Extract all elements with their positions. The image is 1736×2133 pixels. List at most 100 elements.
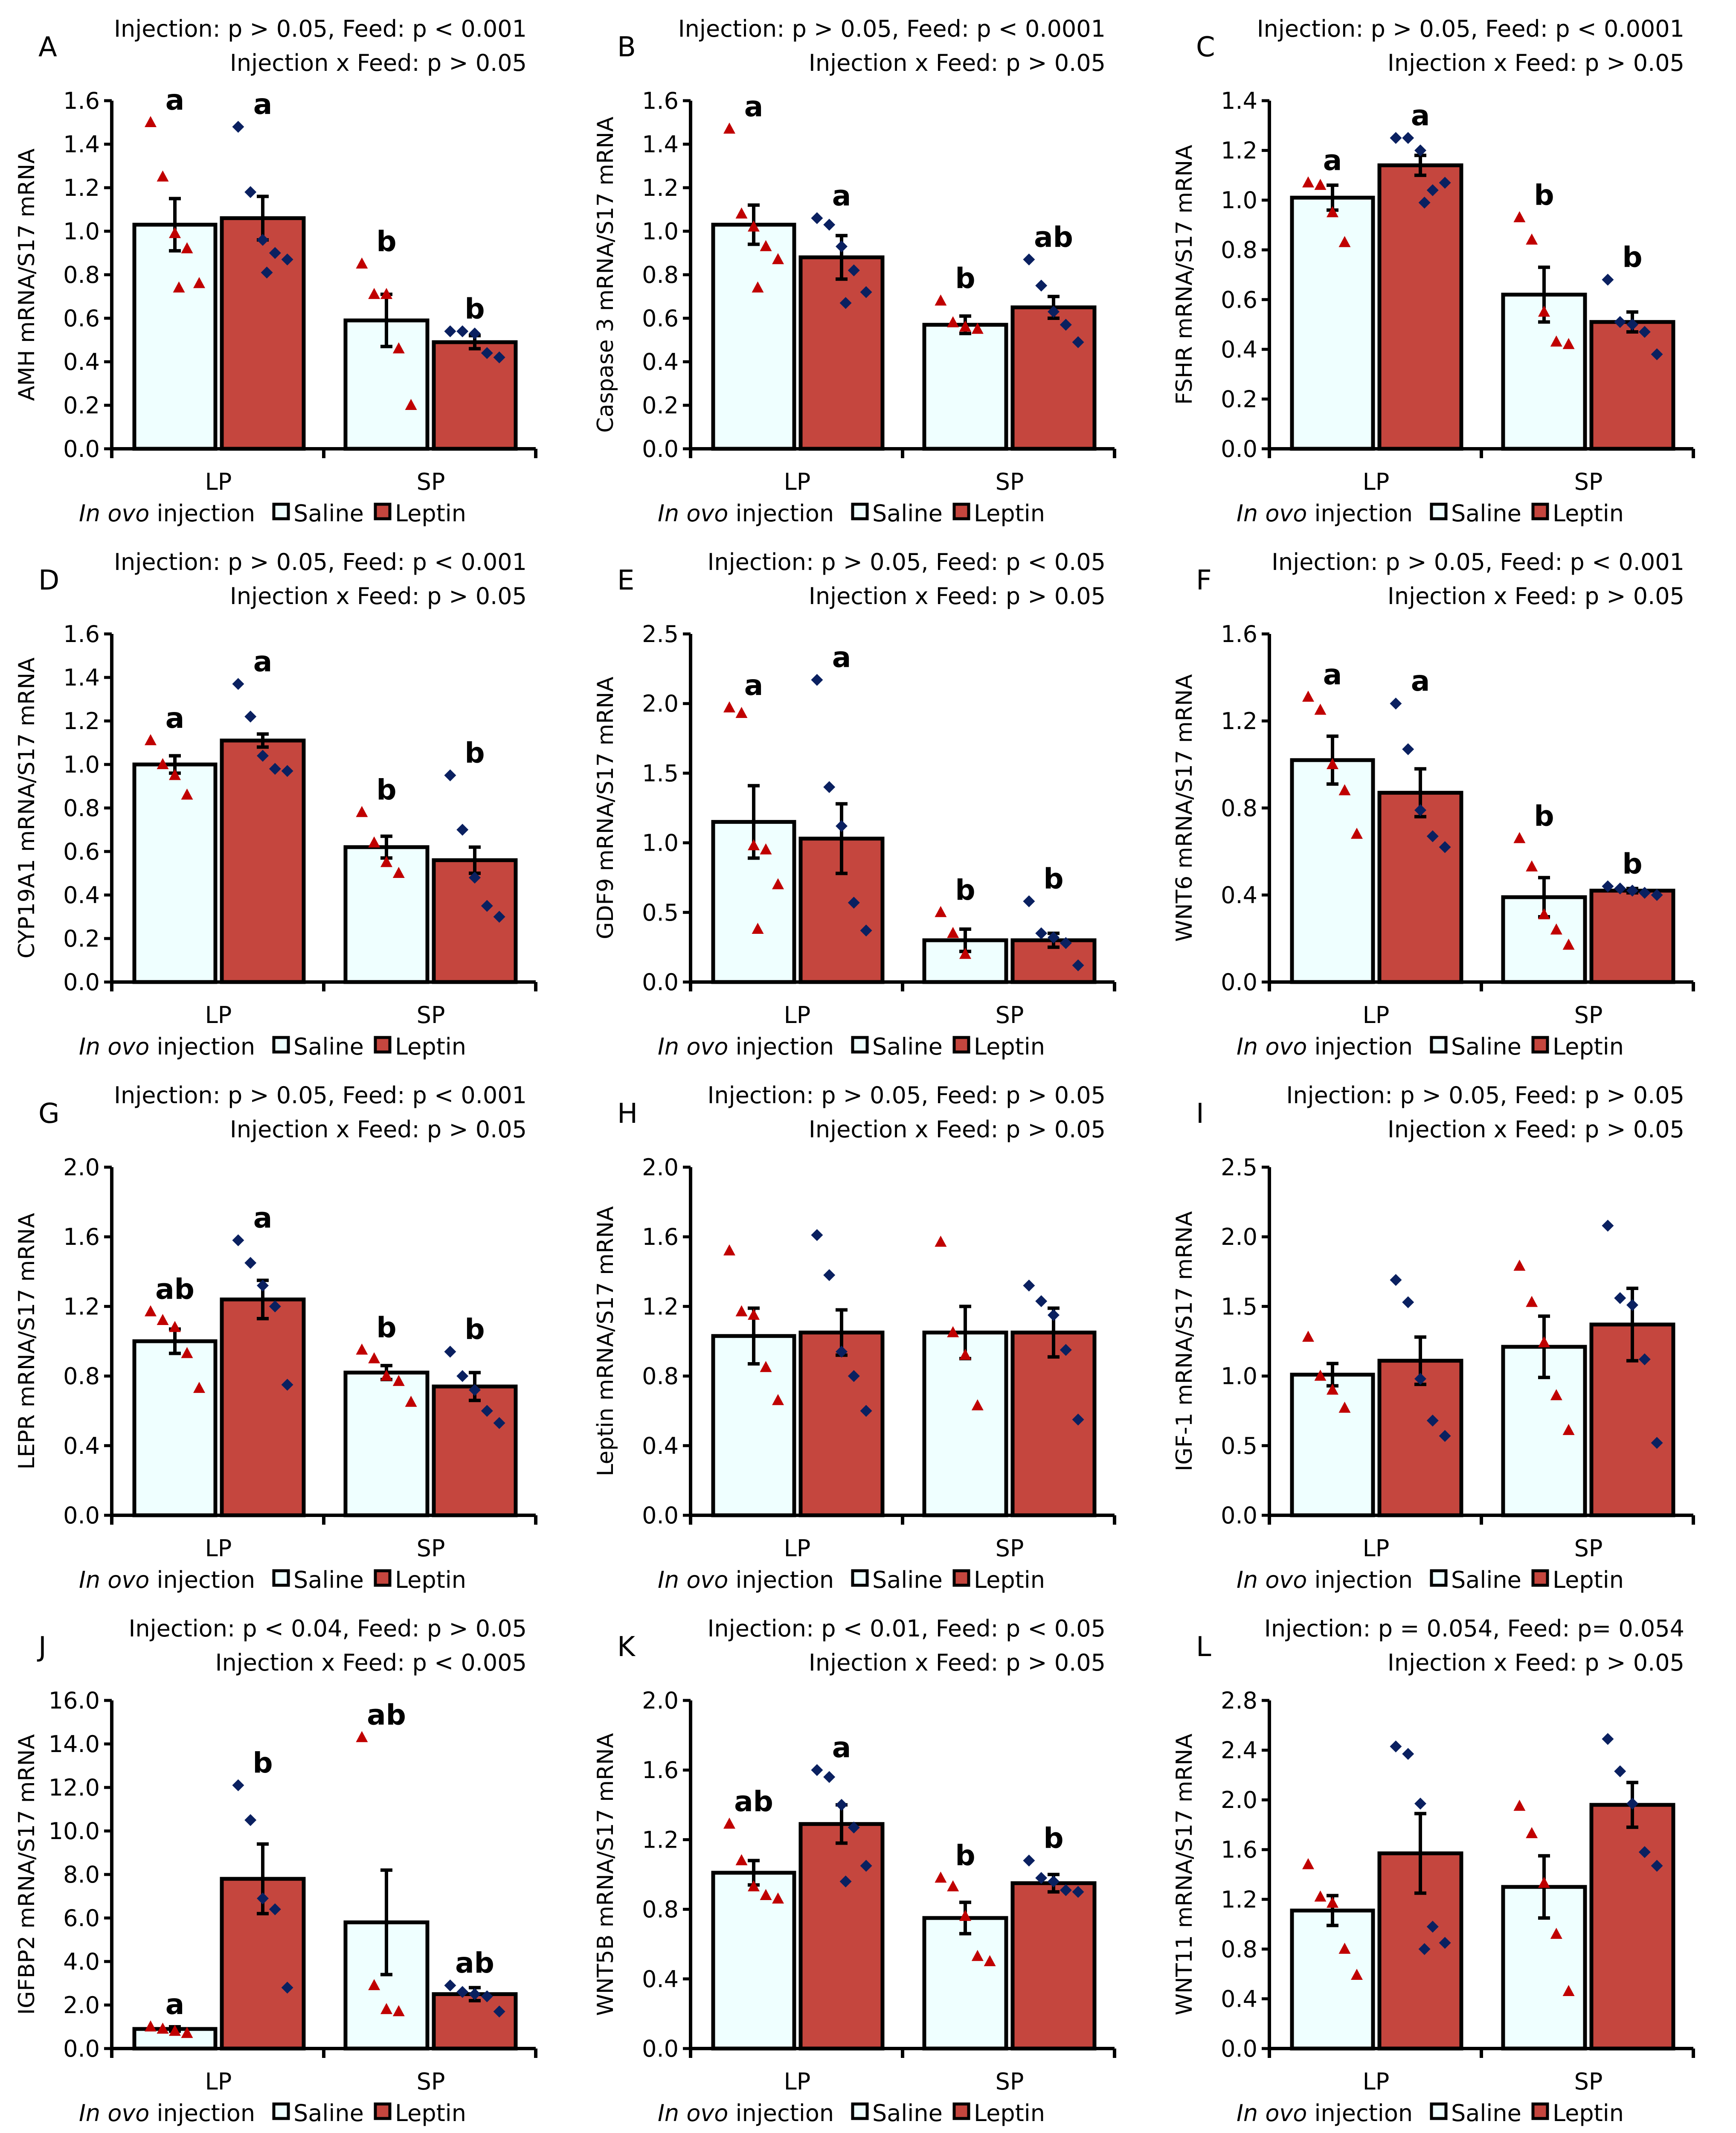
- y-tick-label: 1.2: [63, 708, 100, 735]
- legend-swatch-saline: [851, 1569, 869, 1587]
- bar-sp-saline: [343, 1370, 430, 1517]
- data-point-triangle: [1526, 233, 1538, 245]
- significance-letter: b: [464, 293, 485, 325]
- data-point-diamond: [469, 1384, 481, 1396]
- data-point-diamond: [444, 325, 456, 337]
- data-point-triangle: [735, 1305, 748, 1316]
- legend-title: In ovo injection: [79, 2100, 255, 2127]
- chart-panel-i: I Injection: p > 0.05, Feed: p > 0.05 Inje…: [1158, 1066, 1736, 1600]
- legend-label-saline: Saline: [872, 2100, 943, 2127]
- y-tick-label: 2.8: [1221, 1687, 1257, 1714]
- y-tick-label: 0.4: [63, 882, 100, 909]
- y-axis-label: AMH mRNA/S17 mRNA: [14, 148, 40, 401]
- data-point-triangle: [368, 1979, 380, 1991]
- y-tick-label: 0.2: [1221, 386, 1257, 413]
- data-point-triangle: [169, 769, 181, 780]
- data-point-diamond: [839, 297, 852, 309]
- legend-swatch-saline: [272, 1036, 290, 1054]
- data-point-diamond: [1023, 1279, 1035, 1292]
- data-point-diamond: [1402, 1748, 1414, 1760]
- panel-letter: A: [38, 32, 57, 63]
- y-tick-label: 1.4: [63, 664, 100, 691]
- legend-label-leptin: Leptin: [395, 500, 466, 527]
- chart-panel-k: K Injection: p < 0.01, Feed: p < 0.05 Inje…: [579, 1600, 1158, 2133]
- legend-label-saline: Saline: [1451, 500, 1521, 527]
- legend-title-rest: injection: [728, 1566, 834, 1593]
- data-point-diamond: [836, 1345, 848, 1358]
- data-point-triangle: [723, 1817, 735, 1829]
- legend-title-rest: injection: [1307, 2100, 1413, 2127]
- bar-lp-leptin: [220, 216, 306, 451]
- legend-title-italic: In ovo: [658, 500, 728, 527]
- legend-title: In ovo injection: [658, 1566, 834, 1593]
- legend-label-saline: Saline: [293, 1566, 364, 1593]
- legend-title-rest: injection: [728, 1033, 834, 1060]
- legend-title-italic: In ovo: [79, 1033, 149, 1060]
- data-point-triangle: [1513, 832, 1526, 843]
- y-tick-label: 0.8: [63, 262, 100, 288]
- data-point-diamond: [493, 911, 505, 923]
- data-point-diamond: [493, 2005, 505, 2018]
- panel-letter: D: [38, 565, 59, 596]
- y-tick-label: 0.0: [642, 436, 679, 462]
- data-point-triangle: [1302, 690, 1314, 702]
- bar-sp-leptin: [1010, 1331, 1097, 1517]
- significance-letter: b: [1043, 1822, 1063, 1854]
- y-tick-label: 1.6: [63, 621, 100, 648]
- bar-sp-saline: [922, 1331, 1008, 1517]
- bar-lp-saline: [711, 223, 796, 451]
- legend-title-italic: In ovo: [1237, 1033, 1307, 1060]
- y-tick-label: 0.0: [642, 2035, 679, 2062]
- y-axis-label: FSHR mRNA/S17 mRNA: [1172, 145, 1197, 405]
- stats-annotation: Injection x Feed: p > 0.05: [230, 49, 527, 76]
- y-tick-label: 0.0: [642, 1502, 679, 1529]
- y-tick-label: 0.8: [63, 795, 100, 822]
- x-category-label: LP: [205, 468, 232, 495]
- y-tick-label: 1.6: [642, 1757, 679, 1784]
- data-point-triangle: [356, 1343, 368, 1355]
- legend-label-leptin: Leptin: [1553, 1033, 1624, 1060]
- data-point-triangle: [723, 701, 735, 712]
- stats-annotation: Injection: p < 0.01, Feed: p < 0.05: [707, 1615, 1106, 1642]
- significance-letter: b: [1534, 179, 1554, 212]
- stats-annotation: Injection x Feed: p > 0.05: [230, 1116, 527, 1143]
- data-point-triangle: [1550, 1927, 1562, 1939]
- data-point-diamond: [1418, 1943, 1431, 1955]
- legend-swatch-saline: [851, 1036, 869, 1054]
- data-point-diamond: [493, 1417, 505, 1429]
- data-point-diamond: [1426, 184, 1439, 196]
- legend-label-saline: Saline: [872, 500, 943, 527]
- legend-swatch-saline: [851, 503, 869, 520]
- data-point-diamond: [481, 900, 493, 912]
- y-axis-label: IGF-1 mRNA/S17 mRNA: [1172, 1211, 1197, 1471]
- data-point-triangle: [405, 399, 417, 410]
- y-tick-label: 2.0: [63, 1154, 100, 1181]
- data-point-diamond: [244, 1257, 257, 1269]
- data-point-diamond: [1614, 1765, 1626, 1778]
- x-category-label: LP: [205, 1002, 232, 1029]
- legend-title: In ovo injection: [658, 1033, 834, 1060]
- data-point-triangle: [1550, 1389, 1562, 1401]
- stats-annotation: Injection x Feed: p > 0.05: [809, 583, 1106, 610]
- legend-title-rest: injection: [1307, 1566, 1413, 1593]
- y-axis-label: WNT5B mRNA/S17 mRNA: [593, 1733, 618, 2016]
- data-point-diamond: [493, 351, 505, 363]
- y-tick-label: 1.4: [63, 131, 100, 158]
- legend-title-italic: In ovo: [79, 500, 149, 527]
- significance-letter: a: [744, 669, 763, 702]
- stats-annotation: Injection: p > 0.05, Feed: p < 0.001: [114, 549, 527, 575]
- data-point-triangle: [1302, 1331, 1314, 1342]
- data-point-diamond: [1072, 959, 1084, 971]
- legend-label-saline: Saline: [872, 1566, 943, 1593]
- data-point-diamond: [1626, 1797, 1638, 1810]
- bar-lp-leptin: [798, 1822, 885, 2051]
- y-axis-label: IGFBP2 mRNA/S17 mRNA: [14, 1734, 40, 2015]
- legend-title-rest: injection: [728, 500, 834, 527]
- data-point-triangle: [193, 1382, 205, 1393]
- data-point-diamond: [232, 678, 244, 690]
- x-category-label: SP: [996, 468, 1024, 495]
- significance-letter: a: [1411, 99, 1430, 132]
- data-point-triangle: [1513, 211, 1526, 222]
- legend-label-leptin: Leptin: [1553, 2100, 1624, 2127]
- data-point-diamond: [1626, 884, 1638, 897]
